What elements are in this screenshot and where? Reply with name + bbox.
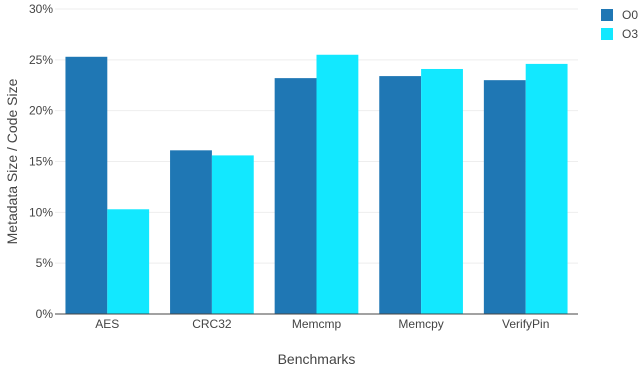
bar-crc32-o3[interactable] xyxy=(211,155,254,314)
x-tick-label: CRC32 xyxy=(192,317,232,331)
y-tick-label: 10% xyxy=(29,205,53,219)
bar-aes-o3[interactable] xyxy=(107,209,150,314)
y-tick-label: 15% xyxy=(29,155,53,169)
bar-aes-o0[interactable] xyxy=(65,56,108,315)
x-tick-labels: AES CRC32 Memcmp Memcpy VerifyPin xyxy=(95,317,549,331)
y-tick-label: 25% xyxy=(29,53,53,67)
bar-memcmp-o3[interactable] xyxy=(316,54,359,314)
y-tick-labels: 0% 5% 10% 15% 20% 25% 30% xyxy=(29,2,53,321)
bar-verifypin-o0[interactable] xyxy=(483,80,526,315)
x-tick-label: AES xyxy=(95,317,119,331)
legend-label-o0[interactable]: O0 xyxy=(622,8,638,22)
bar-memcmp-o0[interactable] xyxy=(274,78,317,314)
legend-swatch-o3[interactable] xyxy=(601,28,613,40)
y-tick-label: 30% xyxy=(29,2,53,16)
x-tick-label: VerifyPin xyxy=(502,317,549,331)
y-tick-label: 20% xyxy=(29,104,53,118)
bar-crc32-o0[interactable] xyxy=(170,150,212,314)
bar-memcpy-o0[interactable] xyxy=(379,76,422,314)
bar-verifypin-o3[interactable] xyxy=(525,63,568,315)
x-axis-title: Benchmarks xyxy=(278,351,356,367)
x-tick-label: Memcmp xyxy=(292,317,342,331)
x-tick-label: Memcpy xyxy=(398,317,443,331)
bar-memcpy-o3[interactable] xyxy=(421,68,463,314)
legend-label-o3[interactable]: O3 xyxy=(622,27,638,41)
legend-swatch-o0[interactable] xyxy=(601,9,613,21)
y-axis-title: Metadata Size / Code Size xyxy=(4,78,20,244)
bars xyxy=(65,54,568,315)
y-tick-label: 5% xyxy=(36,256,54,270)
y-tick-label: 0% xyxy=(36,307,54,321)
